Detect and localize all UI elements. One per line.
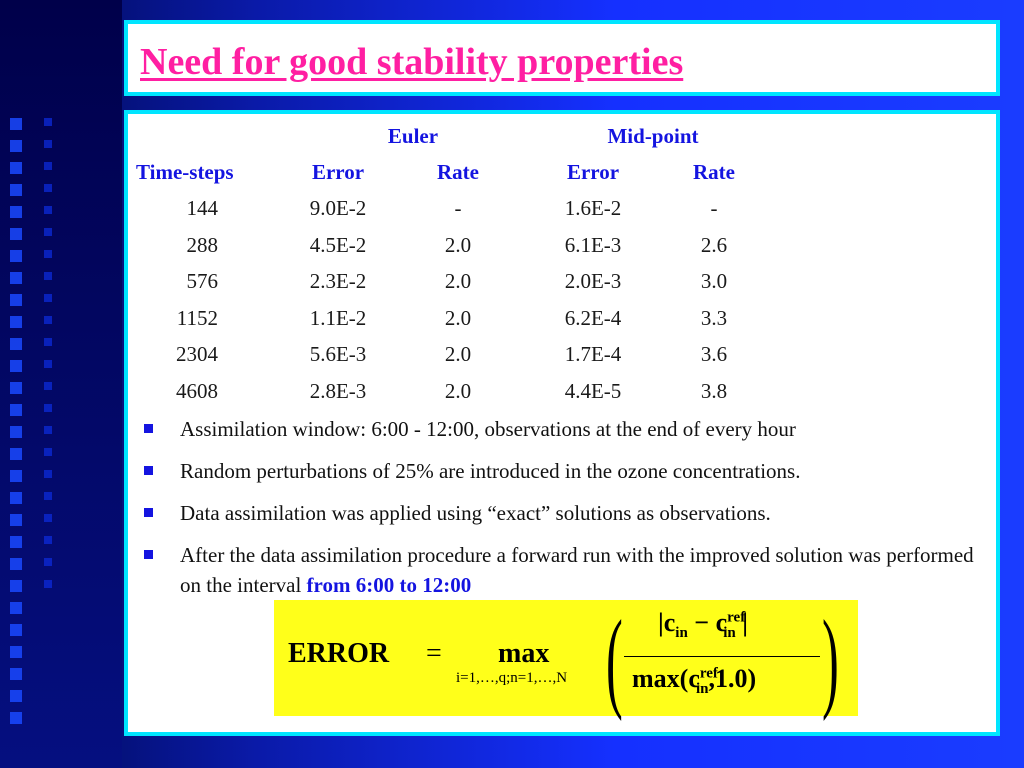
table-cell: -	[454, 196, 462, 220]
table-cell: 2.3E-2	[309, 269, 367, 293]
fraction-bar	[624, 656, 820, 657]
table-cell: 2.0	[444, 232, 472, 257]
formula-left-paren: (	[606, 598, 623, 722]
table-cell: 2.6	[700, 232, 728, 257]
table-cell: 3.6	[700, 342, 728, 366]
table-row: 576 2.3E-2 2.0 2.0E-3 3.0	[128, 269, 998, 303]
table-row: 144 9.0E-2 - 1.6E-2 -	[128, 196, 998, 230]
error-formula: ERROR = max i=1,…,q;n=1,…,N ( ) |cin − c…	[274, 598, 858, 722]
table-cell: 2304	[176, 342, 218, 366]
table-group-header-row: Euler Mid-point	[128, 124, 998, 158]
table-cell: 3.0	[700, 269, 728, 293]
table-cell: 6.2E-4	[564, 305, 622, 330]
table-row: 4608 2.8E-3 2.0 4.4E-5 3.8	[128, 379, 998, 413]
decorative-left-strip	[0, 0, 122, 768]
decorative-squares	[8, 118, 30, 734]
table-cell: 4608	[176, 378, 218, 403]
table-cell: 4.4E-5	[564, 378, 622, 403]
title-box: Need for good stability properties	[124, 20, 1000, 96]
bullet-square-icon	[144, 424, 153, 433]
slide-title: Need for good stability properties	[140, 41, 684, 83]
table-cell: 3.8	[700, 378, 728, 403]
table-cell: 6.1E-3	[564, 232, 622, 257]
formula-denominator: max(crefin,1.0)	[632, 664, 757, 698]
bullet-list: Assimilation window: 6:00 - 12:00, obser…	[140, 414, 990, 612]
formula-equals: =	[426, 638, 442, 669]
formula-numerator: |cin − crefin |	[658, 608, 748, 642]
list-item: Random perturbations of 25% are introduc…	[140, 456, 990, 486]
bullet-text: Random perturbations of 25% are introduc…	[180, 459, 801, 483]
table-cell: 2.0	[444, 269, 472, 293]
bullet-square-icon	[144, 550, 153, 559]
column-header: Error	[566, 160, 620, 184]
table-cell: 2.0E-3	[564, 269, 622, 293]
formula-max-subscript: i=1,…,q;n=1,…,N	[456, 670, 568, 686]
column-header: Error	[311, 160, 365, 184]
group-header-midpoint: Mid-point	[607, 124, 699, 148]
content-box: Euler Mid-point Time-steps Error Rate Er…	[124, 110, 1000, 736]
table-column-header-row: Time-steps Error Rate Error Rate	[128, 160, 998, 194]
list-item: After the data assimilation procedure a …	[140, 540, 990, 600]
formula-lhs: ERROR	[288, 638, 390, 669]
table-row: 1152 1.1E-2 2.0 6.2E-4 3.3	[128, 306, 998, 340]
bullet-square-icon	[144, 508, 153, 517]
column-header: Rate	[437, 160, 479, 184]
formula-max: max	[498, 638, 550, 669]
table-cell: 2.8E-3	[309, 378, 367, 403]
column-header: Time-steps	[136, 160, 234, 184]
table-cell: 1.6E-2	[564, 196, 622, 220]
table-cell: 1.1E-2	[309, 305, 367, 330]
table-cell: 288	[186, 232, 219, 257]
table-cell: 1.7E-4	[564, 342, 622, 366]
column-header: Rate	[693, 160, 735, 184]
table-cell: 2.0	[444, 305, 472, 330]
table-cell: 4.5E-2	[309, 232, 367, 257]
table-row: 288 4.5E-2 2.0 6.1E-3 2.6	[128, 233, 998, 267]
decorative-squares-secondary	[40, 118, 62, 602]
bullet-text: After the data assimilation procedure a …	[180, 543, 974, 597]
table-cell: -	[710, 196, 718, 220]
bullet-text: Data assimilation was applied using “exa…	[180, 501, 771, 525]
list-item: Data assimilation was applied using “exa…	[140, 498, 990, 528]
table-cell: 9.0E-2	[309, 196, 367, 220]
table-cell: 144	[186, 196, 219, 220]
table-cell: 576	[186, 269, 219, 293]
table-cell: 3.3	[700, 305, 728, 330]
formula-right-paren: )	[822, 598, 839, 722]
bullet-text: Assimilation window: 6:00 - 12:00, obser…	[180, 417, 796, 441]
table-cell: 2.0	[444, 342, 472, 366]
bullet-square-icon	[144, 466, 153, 475]
group-header-euler: Euler	[387, 124, 439, 148]
table-cell: 1152	[176, 305, 218, 330]
bullet-highlight: from 6:00 to 12:00	[306, 573, 472, 597]
table-row: 2304 5.6E-3 2.0 1.7E-4 3.6	[128, 342, 998, 376]
table-cell: 5.6E-3	[309, 342, 367, 366]
list-item: Assimilation window: 6:00 - 12:00, obser…	[140, 414, 990, 444]
table-cell: 2.0	[444, 378, 472, 403]
